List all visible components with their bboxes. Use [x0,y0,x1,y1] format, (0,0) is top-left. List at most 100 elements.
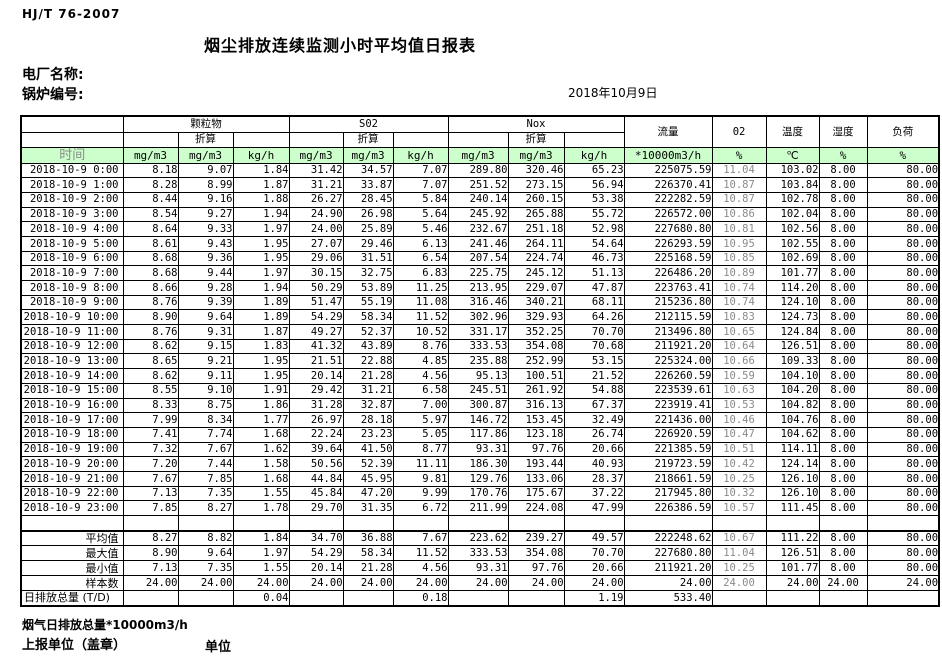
value-cell: 29.70 [288,500,344,516]
value-cell: 29.46 [342,235,394,252]
value-cell: 34.57 [342,162,394,179]
value-cell: 95.13 [447,368,509,384]
value-cell: 252.99 [507,353,565,370]
col-group-load: 负荷 [866,115,940,148]
value-cell [447,515,509,531]
value-cell: 50.29 [288,280,344,296]
row-label-cell: 2018-10-9 5:00 [20,235,124,252]
value-cell: 37.22 [563,485,625,502]
value-cell: 104.20 [765,382,820,399]
value-cell: 0.04 [232,590,290,606]
value-cell: 80.00 [866,545,940,561]
value-cell: 80.00 [866,235,940,252]
value-cell: 226572.00 [623,206,713,223]
value-cell: 124.84 [765,324,820,340]
value-cell: 80.00 [866,353,940,370]
value-cell: 10.57 [711,500,767,516]
value-cell: 333.53 [447,545,509,561]
value-cell: 1.95 [232,353,290,370]
value-cell: 126.51 [765,545,820,561]
value-cell: 7.35 [177,560,234,576]
value-cell: 264.11 [507,235,565,252]
value-cell: 80.00 [866,368,940,384]
value-cell: 31.21 [288,177,344,193]
value-cell: 43.89 [342,338,394,355]
unit-kgh: kg/h [563,146,625,164]
value-cell: 80.00 [866,529,940,546]
value-cell: 24.00 [563,575,625,591]
value-cell [563,515,625,531]
value-cell: 26.97 [288,412,344,428]
value-cell: 24.00 [818,575,868,591]
value-cell: 64.26 [563,309,625,326]
value-cell: 80.00 [866,294,940,311]
value-cell: 329.93 [507,309,565,326]
value-cell: 1.97 [232,265,290,281]
value-cell: 7.67 [177,441,234,458]
value-cell: 26.74 [563,426,625,443]
value-cell: 11.11 [392,456,449,472]
value-cell: 1.55 [232,560,290,576]
value-cell: 215236.80 [623,294,713,311]
value-cell: 41.32 [288,338,344,355]
hourly-data-body: 2018-10-9 0:00 8.18 9.07 1.84 31.42 34.57 7.07… [20,162,940,516]
col-group-so2: S02 [288,115,449,133]
value-cell: 32.87 [342,397,394,414]
value-cell: 80.00 [866,162,940,179]
value-cell: 24.00 [122,575,179,591]
value-cell: 49.57 [563,529,625,546]
row-label-cell: 2018-10-9 19:00 [20,441,124,458]
unit-mgm3: mg/m3 [507,146,565,164]
value-cell [288,515,344,531]
value-cell: 170.76 [447,485,509,502]
value-cell: 533.40 [623,590,713,606]
value-cell: 8.90 [122,309,179,326]
value-cell: 1.55 [232,485,290,502]
value-cell: 80.00 [866,338,940,355]
value-cell: 80.00 [866,280,940,296]
value-cell: 260.15 [507,191,565,208]
value-cell: 47.20 [342,485,394,502]
table-row: 2018-10-9 21:00 7.67 7.85 1.68 44.84 45.95 9.8… [20,470,940,487]
value-cell: 20.14 [288,560,344,576]
value-cell: 53.15 [563,353,625,370]
value-cell: 104.76 [765,412,820,428]
header-row-converted: 折算 折算 折算 [20,131,939,148]
value-cell: 8.00 [818,382,868,399]
value-cell: 1.97 [232,221,290,237]
value-cell: 24.00 [447,575,509,591]
value-cell: 261.92 [507,382,565,399]
value-cell: 8.27 [122,529,179,546]
value-cell: 1.84 [232,529,290,546]
value-cell: 226260.59 [623,368,713,384]
table-row: 2018-10-9 4:00 8.64 9.33 1.97 24.00 25.89 5.46… [20,221,940,237]
value-cell: 80.00 [866,560,940,576]
value-cell: 8.64 [122,221,179,237]
value-cell: 7.44 [177,456,234,472]
value-cell [818,590,868,606]
unit-percent: % [866,146,940,164]
value-cell: 6.72 [392,500,449,516]
value-cell: 8.00 [818,545,868,561]
value-cell: 51.13 [563,265,625,281]
value-cell: 80.00 [866,485,940,502]
value-cell: 52.98 [563,221,625,237]
value-cell: 9.99 [392,485,449,502]
value-cell: 4.85 [392,353,449,370]
value-cell: 102.69 [765,250,820,267]
value-cell: 10.74 [711,280,767,296]
row-label-cell: 2018-10-9 23:00 [20,500,124,516]
table-row: 2018-10-9 12:00 8.62 9.15 1.83 41.32 43.89 8.7… [20,338,940,355]
value-cell: 6.54 [392,250,449,267]
value-cell: 24.00 [288,575,344,591]
value-cell: 8.00 [818,177,868,193]
value-cell: 55.19 [342,294,394,311]
value-cell: 1.89 [232,309,290,326]
pm-converted-label: 折算 [177,131,234,148]
table-row: 2018-10-9 23:00 7.85 8.27 1.78 29.70 31.35 6.7… [20,500,940,516]
unit-kgh: kg/h [232,146,290,164]
value-cell: 186.30 [447,456,509,472]
value-cell: 124.73 [765,309,820,326]
value-cell: 80.00 [866,426,940,443]
value-cell: 226386.59 [623,500,713,516]
